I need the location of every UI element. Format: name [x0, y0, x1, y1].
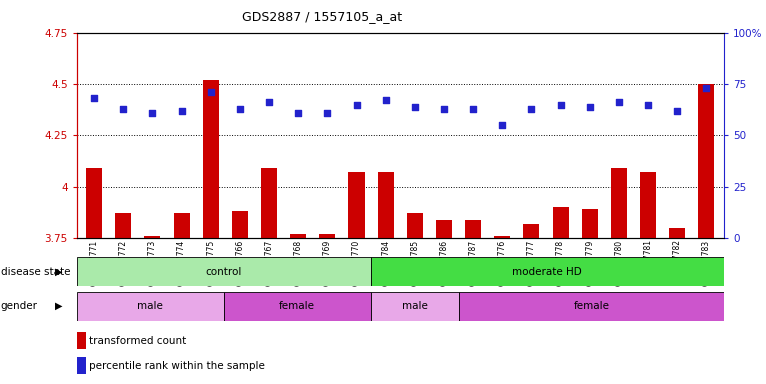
Text: moderate HD: moderate HD: [512, 266, 582, 277]
Point: [700, 85, 712, 91]
Point: [88, 95, 100, 101]
Point: [292, 110, 304, 116]
Text: ▶: ▶: [55, 301, 63, 311]
Bar: [371, 257, 724, 286]
Text: male: male: [402, 301, 428, 311]
Bar: [290, 234, 306, 238]
Bar: [86, 168, 102, 238]
Point: [496, 122, 509, 128]
Text: control: control: [205, 266, 242, 277]
Point: [175, 108, 188, 114]
Text: female: female: [280, 301, 316, 311]
Point: [613, 99, 625, 106]
Bar: [144, 236, 160, 238]
Text: male: male: [137, 301, 163, 311]
Bar: [552, 207, 568, 238]
Point: [146, 110, 159, 116]
Bar: [224, 292, 371, 321]
Bar: [523, 224, 539, 238]
Bar: [611, 168, 627, 238]
Bar: [349, 172, 365, 238]
Point: [205, 89, 217, 95]
Point: [350, 101, 362, 108]
Bar: [407, 214, 423, 238]
Bar: [77, 292, 224, 321]
Bar: [203, 80, 219, 238]
Point: [409, 104, 421, 110]
Point: [467, 106, 480, 112]
Bar: [581, 209, 597, 238]
Bar: [669, 228, 686, 238]
Point: [234, 106, 246, 112]
Text: disease state: disease state: [1, 266, 70, 277]
Point: [321, 110, 333, 116]
Point: [379, 98, 391, 104]
Bar: [115, 214, 131, 238]
Point: [584, 104, 596, 110]
Bar: [261, 168, 277, 238]
Bar: [465, 220, 481, 238]
Bar: [378, 172, 394, 238]
Point: [555, 101, 567, 108]
Bar: [436, 220, 452, 238]
Text: GDS2887 / 1557105_a_at: GDS2887 / 1557105_a_at: [241, 10, 402, 23]
Bar: [174, 214, 189, 238]
Text: gender: gender: [1, 301, 38, 311]
Point: [117, 106, 129, 112]
Bar: [640, 172, 656, 238]
Bar: [699, 84, 715, 238]
Bar: [459, 292, 724, 321]
Point: [438, 106, 450, 112]
Point: [525, 106, 538, 112]
Text: female: female: [574, 301, 610, 311]
Text: transformed count: transformed count: [89, 336, 186, 346]
Point: [263, 99, 275, 106]
Point: [671, 108, 683, 114]
Point: [642, 101, 654, 108]
Text: percentile rank within the sample: percentile rank within the sample: [89, 361, 265, 371]
Bar: [494, 236, 510, 238]
Text: ▶: ▶: [55, 266, 63, 277]
Bar: [371, 292, 459, 321]
Bar: [319, 234, 336, 238]
Bar: [77, 257, 371, 286]
Bar: [232, 211, 248, 238]
